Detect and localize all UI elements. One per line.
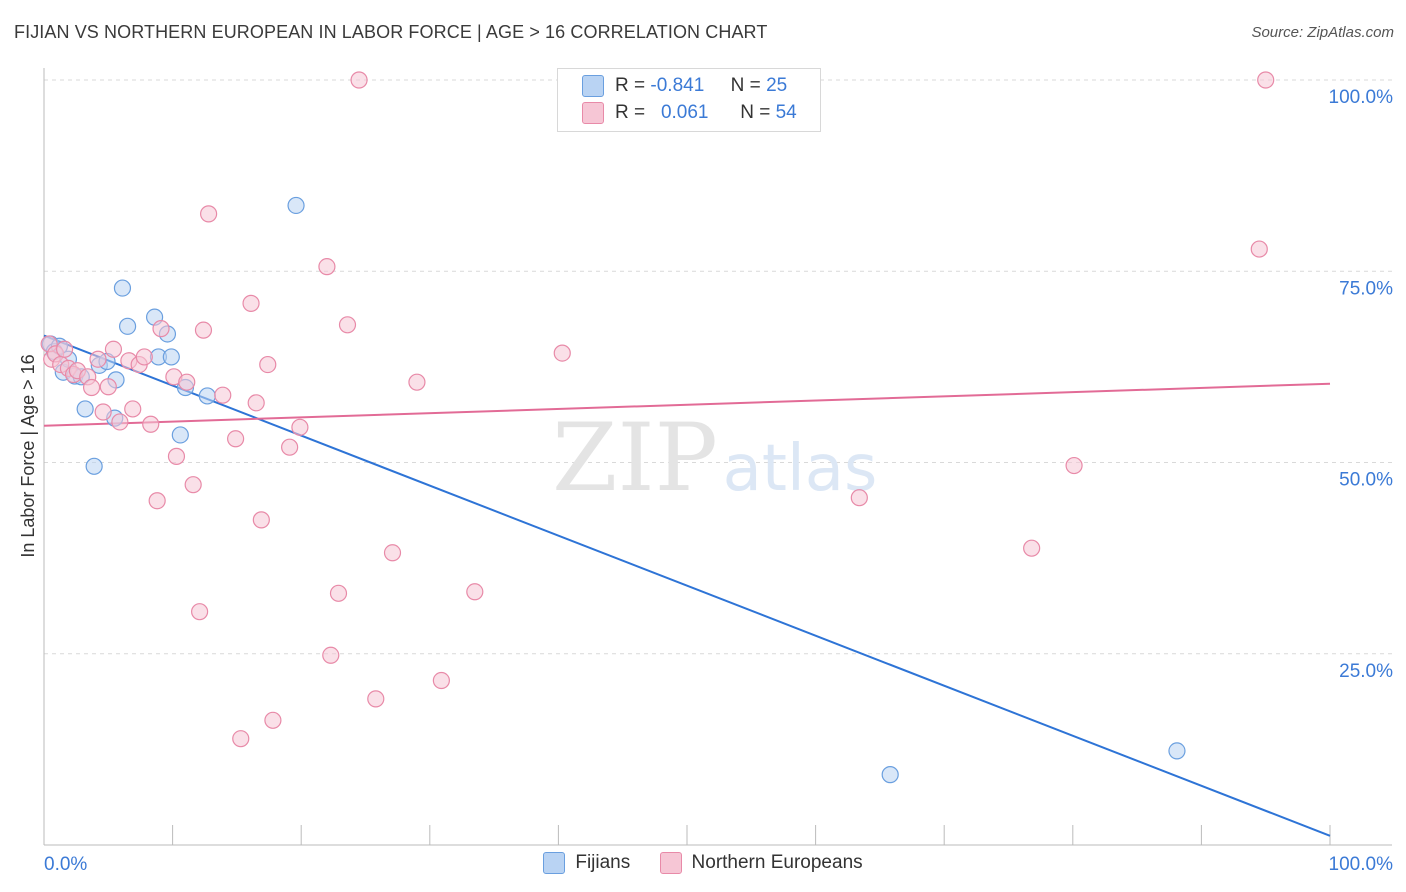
- fijians-r-label: R =: [615, 75, 646, 96]
- northern-europeans-point[interactable]: [1065, 456, 1083, 475]
- northern-europeans-point[interactable]: [94, 403, 112, 421]
- northern-europeans-point[interactable]: [167, 447, 186, 465]
- stats-legend: R = -0.841 N = 25 R = 0.061 N = 54: [557, 68, 821, 132]
- x-tick-label-min: 0.0%: [44, 854, 87, 875]
- northern-europeans-point[interactable]: [242, 294, 260, 312]
- northern-europeans-point[interactable]: [142, 415, 160, 433]
- northern-europeans-point[interactable]: [214, 386, 232, 404]
- legend-northern-swatch: [659, 852, 682, 874]
- northern-europeans-point[interactable]: [124, 400, 142, 418]
- northern-europeans-point[interactable]: [184, 476, 202, 494]
- northern-europeans-point[interactable]: [99, 378, 117, 396]
- northern-europeans-point[interactable]: [367, 690, 385, 708]
- fijians-point[interactable]: [1168, 742, 1186, 760]
- northern-europeans-point[interactable]: [338, 316, 357, 334]
- northern-europeans-point[interactable]: [82, 378, 101, 397]
- northern-europeans-point[interactable]: [232, 730, 250, 748]
- fijians-point[interactable]: [85, 457, 103, 475]
- watermark-atlas: atlas: [723, 432, 878, 506]
- northern-europeans-point[interactable]: [264, 711, 282, 729]
- northern-europeans-point[interactable]: [553, 344, 571, 362]
- northern-europeans-point[interactable]: [1257, 71, 1275, 89]
- trend-line-northern-europeans: [43, 382, 1331, 427]
- y-axis-title: In Labor Force | Age > 16: [18, 354, 38, 557]
- axis-labels: 25.0% 50.0% 75.0% 100.0% 0.0% 100.0% In Labor …: [18, 87, 1393, 875]
- northern-europeans-point[interactable]: [200, 205, 218, 223]
- northern-europeans-point[interactable]: [329, 584, 348, 602]
- source-credit: Source: ZipAtlas.com: [1251, 24, 1394, 41]
- fijians-n-label: N =: [730, 75, 761, 96]
- y-tick-label: 50.0%: [1339, 470, 1393, 491]
- bottom-legend: Fijians Northern Europeans: [0, 852, 1406, 880]
- northern-n-label: N =: [740, 102, 771, 123]
- northern-europeans-point[interactable]: [383, 544, 402, 562]
- northern-europeans-point[interactable]: [281, 438, 299, 456]
- northern-europeans-point[interactable]: [322, 646, 340, 664]
- northern-europeans-point[interactable]: [318, 258, 336, 276]
- northern-europeans-point[interactable]: [1250, 240, 1268, 258]
- northern-r-label: R =: [615, 102, 646, 123]
- fijians-point[interactable]: [113, 279, 132, 297]
- northern-europeans-point[interactable]: [850, 489, 868, 507]
- fijians-r-value: -0.841: [650, 75, 705, 96]
- y-tick-label: 100.0%: [1329, 87, 1394, 108]
- northern-europeans-point[interactable]: [191, 603, 209, 621]
- northern-n-value: 54: [775, 102, 797, 123]
- fijians-point[interactable]: [118, 317, 137, 335]
- axes: [43, 68, 1392, 846]
- northern-europeans-point[interactable]: [252, 511, 270, 529]
- northern-r-value: 0.061: [660, 102, 709, 123]
- fijians-point[interactable]: [76, 400, 94, 418]
- fijians-n-value: 25: [766, 75, 788, 96]
- legend-northern-label: Northern Europeans: [691, 852, 863, 873]
- watermark-zip: ZIP: [552, 404, 718, 513]
- northern-europeans-point[interactable]: [247, 394, 265, 412]
- fijians-point[interactable]: [171, 426, 189, 444]
- northern-europeans-point[interactable]: [291, 418, 309, 436]
- northern-europeans-point[interactable]: [104, 340, 123, 358]
- gridlines: [44, 79, 1392, 655]
- legend-fijians-label: Fijians: [575, 852, 631, 873]
- northern-stats-text: R = 0.061 N = 54: [615, 102, 797, 124]
- northern-europeans-point[interactable]: [432, 671, 450, 690]
- northern-europeans-point[interactable]: [111, 413, 129, 431]
- fijians-point[interactable]: [287, 196, 305, 215]
- fijians-point[interactable]: [198, 387, 216, 405]
- northern-europeans-point[interactable]: [152, 320, 170, 338]
- northern-europeans-point[interactable]: [1023, 539, 1041, 557]
- trend-lines: [43, 334, 1331, 837]
- northern-europeans-point[interactable]: [148, 492, 166, 510]
- northern-europeans-point[interactable]: [408, 373, 426, 391]
- fijians-swatch: [582, 75, 604, 97]
- x-tick-label-max: 100.0%: [1329, 854, 1394, 875]
- northern-europeans-point[interactable]: [194, 321, 213, 339]
- fijians-stats-text: R = -0.841 N = 25: [615, 75, 787, 97]
- northern-europeans-point[interactable]: [227, 430, 245, 448]
- y-tick-label: 75.0%: [1339, 278, 1393, 299]
- chart-title: FIJIAN VS NORTHERN EUROPEAN IN LABOR FOR…: [14, 22, 768, 42]
- northern-swatch: [582, 102, 604, 124]
- northern-europeans-point[interactable]: [89, 350, 107, 368]
- northern-europeans-point[interactable]: [178, 373, 196, 391]
- legend-fijians-swatch: [543, 852, 566, 874]
- y-tick-label: 25.0%: [1339, 661, 1393, 682]
- northern-europeans-point[interactable]: [466, 583, 484, 601]
- northern-europeans-point[interactable]: [55, 340, 74, 358]
- northern-europeans-point[interactable]: [350, 71, 368, 89]
- data-points: [40, 71, 1275, 784]
- legend-item-fijians[interactable]: Fijians: [543, 852, 630, 874]
- northern-europeans-point[interactable]: [259, 355, 277, 374]
- northern-europeans-point[interactable]: [135, 348, 153, 366]
- watermark: ZIP atlas: [552, 404, 877, 513]
- legend-item-northern[interactable]: Northern Europeans: [659, 852, 863, 874]
- fijians-point[interactable]: [162, 348, 180, 366]
- fijians-point[interactable]: [881, 766, 899, 784]
